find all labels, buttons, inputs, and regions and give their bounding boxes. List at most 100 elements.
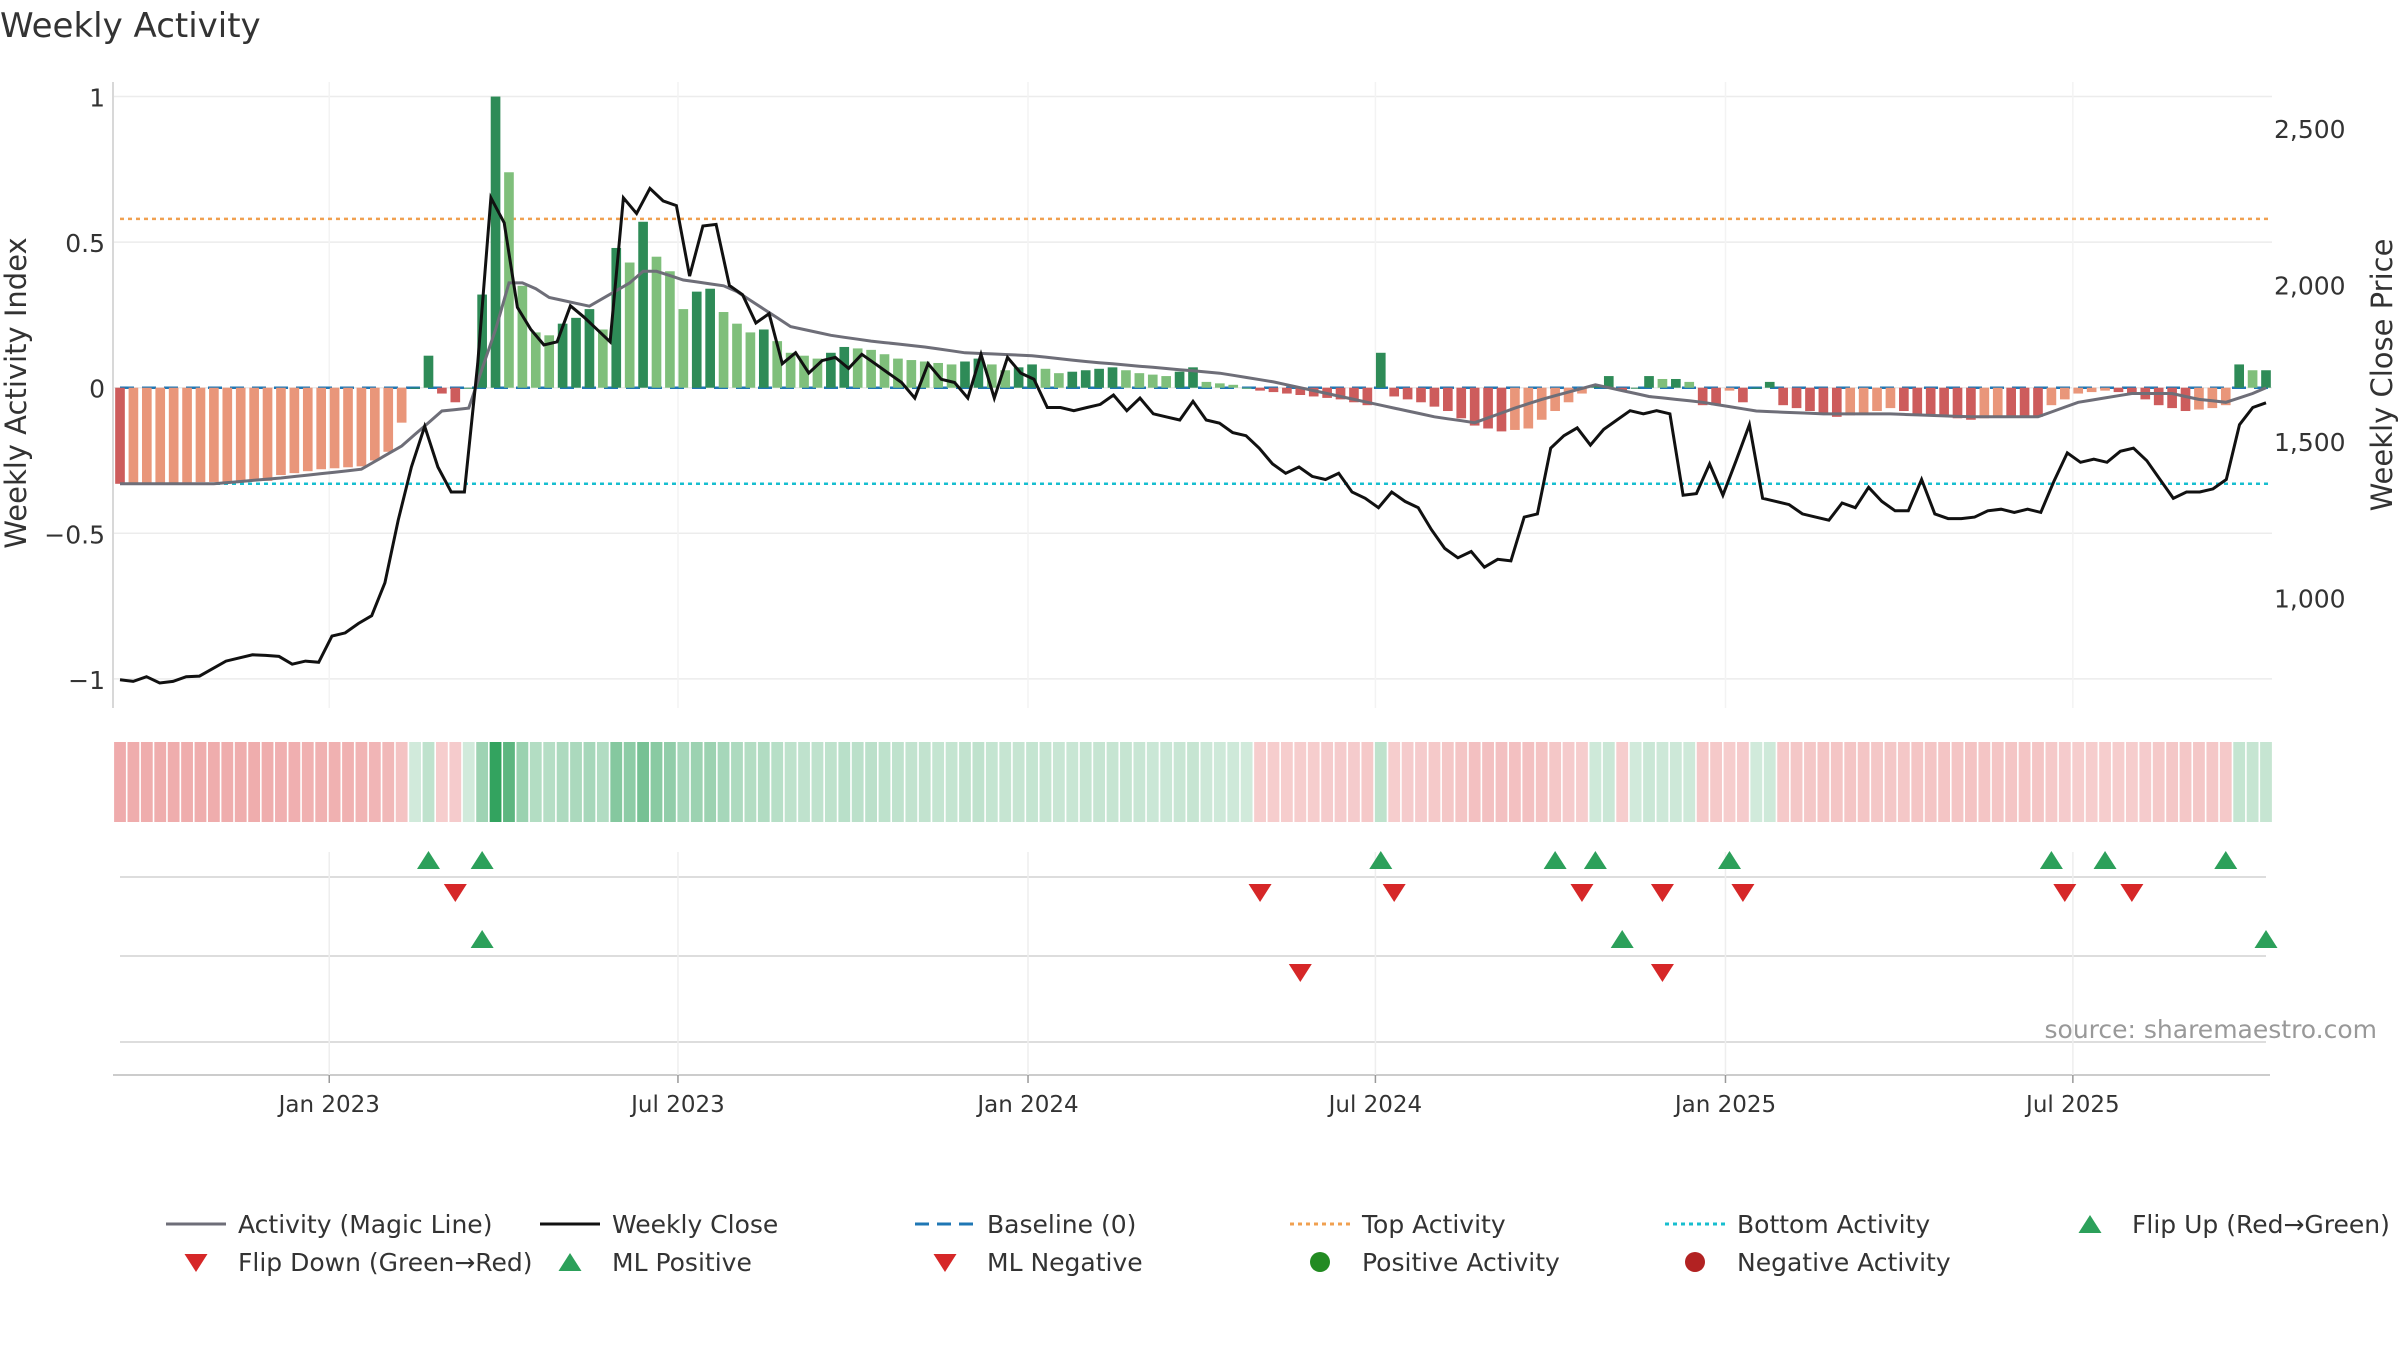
heat-cell — [824, 742, 837, 822]
left-axis-ticks: 1 0.5 0 −0.5 −1 — [44, 84, 105, 695]
heat-cell — [1468, 742, 1481, 822]
heat-cell — [1616, 742, 1629, 822]
activity-bar — [2100, 387, 2110, 391]
heat-cell — [972, 742, 985, 822]
heat-cell — [1696, 742, 1709, 822]
activity-bar — [1416, 387, 1426, 403]
legend-label: Flip Down (Green→Red) — [238, 1248, 533, 1277]
heat-cell — [1267, 742, 1280, 822]
activity-bar — [1577, 387, 1587, 394]
activity-bar — [1523, 387, 1534, 429]
activity-bar — [571, 317, 581, 388]
activity-bar — [1885, 387, 1896, 409]
flip-down-marker — [1382, 884, 1406, 902]
heat-cell — [2219, 742, 2232, 822]
heat-cell — [851, 742, 864, 822]
activity-bar — [2167, 387, 2177, 409]
activity-bar — [249, 387, 259, 482]
heat-cell — [342, 742, 354, 822]
heat-cell — [1723, 742, 1736, 822]
heat-cell — [435, 742, 448, 822]
activity-bar — [343, 387, 353, 468]
activity-bar — [557, 323, 568, 388]
flip-up-marker — [2214, 851, 2238, 869]
heat-cell — [1602, 742, 1615, 822]
heat-cell — [932, 742, 945, 822]
activity-bar — [678, 309, 689, 388]
activity-bar — [1469, 387, 1480, 426]
legend-item: Activity (Magic Line) — [166, 1210, 492, 1239]
flip-up-marker — [1583, 851, 1607, 869]
activity-bar — [115, 387, 125, 484]
ml-positive-marker — [470, 930, 494, 948]
activity-bar — [437, 387, 447, 394]
activity-bar — [1671, 378, 1681, 388]
flip-up-marker — [2093, 851, 2117, 869]
activity-bar — [1067, 371, 1078, 388]
activity-bar — [584, 309, 595, 388]
activity-bar — [1013, 367, 1024, 388]
activity-bar — [2073, 387, 2084, 394]
activity-magic-line — [120, 269, 2267, 486]
activity-bar — [396, 387, 407, 423]
heat-cell — [1750, 742, 1763, 822]
heat-cell — [664, 742, 676, 822]
heat-cell — [1348, 742, 1360, 822]
activity-bar — [2153, 387, 2164, 406]
heat-cell — [2045, 742, 2058, 822]
activity-bar — [356, 387, 367, 467]
heat-cell — [2112, 742, 2125, 822]
y2-axis-label: Weekly Close Price — [2365, 239, 2399, 512]
activity-bar — [1657, 378, 1668, 388]
activity-bar — [1952, 387, 1963, 419]
activity-bar — [960, 361, 970, 388]
heat-cell — [1643, 742, 1655, 822]
activity-bar — [1375, 352, 1386, 388]
heat-cell — [1938, 742, 1951, 822]
legend: Activity (Magic Line) Weekly Close Baselin… — [166, 1210, 2390, 1277]
heat-cell — [1240, 742, 1253, 822]
heat-cell — [1066, 742, 1079, 822]
heat-cell — [1871, 742, 1883, 822]
heat-cell — [449, 742, 462, 822]
activity-bar — [866, 349, 876, 388]
heat-cell — [1589, 742, 1602, 822]
activity-bar — [1630, 387, 1641, 389]
activity-bar — [1000, 370, 1011, 388]
heat-cell — [2233, 742, 2246, 822]
activity-bar — [1389, 387, 1400, 397]
chart-title: Weekly Activity — [0, 6, 261, 46]
activity-bar — [1711, 387, 1721, 406]
x-axis-ticks: Jan 2023 Jul 2023 Jan 2024 Jul 2024 Jan 2025… — [277, 1075, 2120, 1118]
heat-cell — [1508, 742, 1521, 822]
legend-item: Weekly Close — [540, 1210, 778, 1239]
heat-cell — [261, 742, 274, 822]
heat-cell — [1455, 742, 1468, 822]
activity-bar — [530, 332, 541, 388]
legend-item: Baseline (0) — [915, 1210, 1136, 1239]
activity-bar — [2207, 387, 2218, 409]
heat-cell — [784, 742, 797, 822]
activity-bar — [182, 387, 192, 483]
activity-bar — [544, 335, 555, 388]
heat-cell — [1710, 742, 1722, 822]
flip-down-marker — [443, 884, 467, 902]
legend-item: Flip Down (Green→Red) — [184, 1248, 533, 1277]
heat-cell — [1965, 742, 1977, 822]
heat-cell — [1549, 742, 1562, 822]
heat-cell — [892, 742, 904, 822]
activity-bar — [1214, 383, 1225, 388]
activity-bar — [1791, 387, 1802, 409]
legend-label: Top Activity — [1361, 1210, 1506, 1239]
activity-bar — [826, 352, 836, 388]
legend-label: Bottom Activity — [1737, 1210, 1930, 1239]
activity-bar — [691, 291, 702, 388]
heat-cell — [637, 742, 649, 822]
activity-bar — [1456, 387, 1467, 419]
activity-bar — [370, 387, 380, 461]
activity-bar — [1443, 387, 1453, 412]
activity-bar — [222, 387, 233, 482]
activity-bar — [2033, 387, 2043, 417]
heat-cell — [1401, 742, 1414, 822]
heat-cell — [2152, 742, 2165, 822]
